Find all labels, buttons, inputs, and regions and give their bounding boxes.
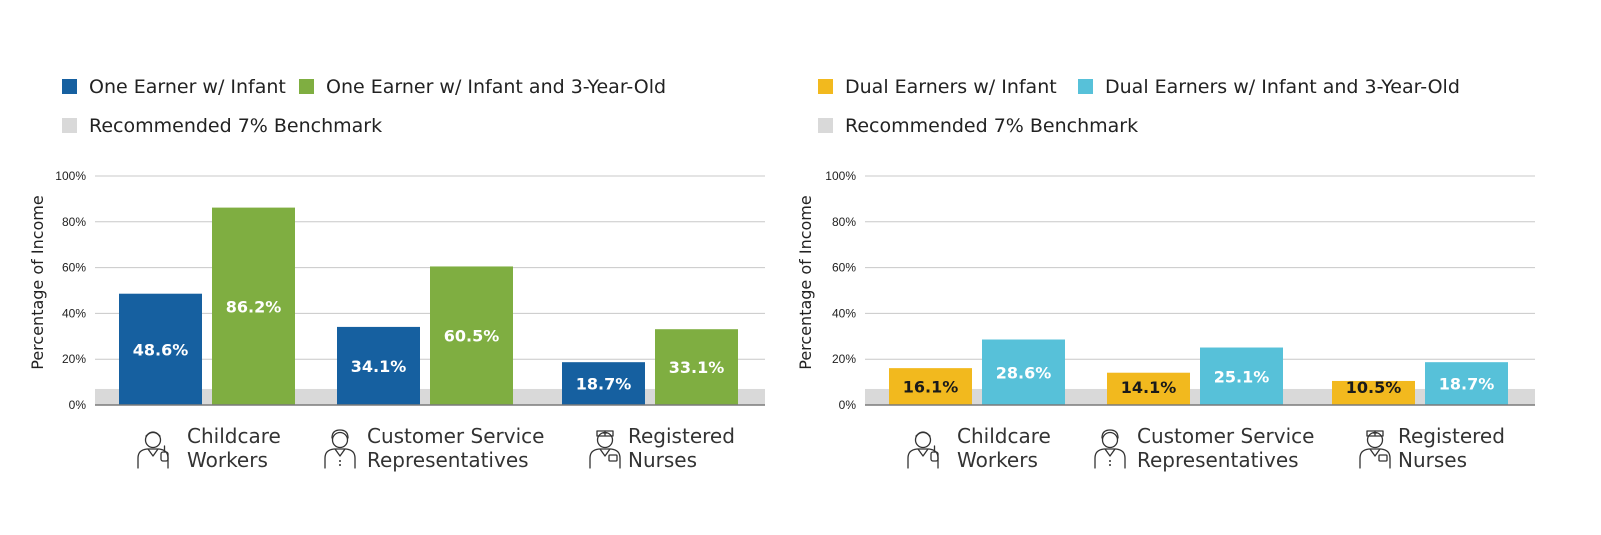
y-axis-title: Percentage of Income: [28, 195, 47, 369]
x-category-label: Childcare Workers: [957, 424, 1051, 472]
legend-swatch: [62, 118, 77, 133]
y-tick-label: 20%: [832, 352, 856, 366]
chart-panel-dual-earners: Dual Earners w/ Infant Dual Earners w/ In…: [796, 76, 1535, 472]
legend-item: One Earner w/ Infant: [62, 76, 286, 98]
legend-item: One Earner w/ Infant and 3-Year-Old: [299, 76, 666, 98]
childcare-worker-icon: [907, 431, 939, 469]
x-category-label-line: Customer Service: [1137, 424, 1314, 448]
x-category-label-line: Workers: [957, 448, 1038, 472]
y-tick-label: 60%: [62, 261, 86, 275]
legend: Dual Earners w/ Infant Dual Earners w/ In…: [818, 76, 1460, 137]
x-category-label-line: Representatives: [1137, 448, 1299, 472]
y-tick-label: 80%: [832, 215, 856, 229]
x-category-label-line: Registered: [1398, 424, 1505, 448]
y-tick-label: 100%: [825, 169, 856, 183]
y-tick-label: 0%: [839, 398, 857, 412]
bar: [212, 207, 295, 405]
bar-value-label: 28.6%: [996, 363, 1052, 382]
legend-label: Dual Earners w/ Infant and 3-Year-Old: [1105, 76, 1460, 98]
legend-label: Dual Earners w/ Infant: [845, 76, 1057, 98]
legend-item: Recommended 7% Benchmark: [818, 115, 1138, 137]
y-tick-label: 0%: [69, 398, 87, 412]
nurse-icon: [589, 430, 621, 469]
bar: [562, 362, 645, 405]
legend-swatch: [1078, 79, 1093, 94]
childcare-worker-icon: [137, 431, 169, 469]
legend-label: Recommended 7% Benchmark: [89, 115, 382, 137]
x-category-label-line: Childcare: [957, 424, 1051, 448]
nurse-icon: [1359, 430, 1391, 469]
x-category-label-line: Registered: [628, 424, 735, 448]
x-category-label-line: Customer Service: [367, 424, 544, 448]
x-category-label: Registered Nurses: [1398, 424, 1505, 472]
bar-value-label: 86.2%: [226, 297, 282, 316]
y-axis-title: Percentage of Income: [796, 195, 815, 369]
bar-value-label: 14.1%: [1121, 378, 1177, 397]
bar-value-label: 60.5%: [444, 327, 500, 346]
y-tick-label: 100%: [55, 169, 86, 183]
bar-value-label: 25.1%: [1214, 367, 1270, 386]
legend-item: Dual Earners w/ Infant and 3-Year-Old: [1078, 76, 1460, 98]
bar: [982, 339, 1065, 405]
bar-value-label: 16.1%: [903, 378, 959, 397]
bar: [1332, 380, 1415, 405]
legend-label: One Earner w/ Infant: [89, 76, 286, 98]
x-category-label-line: Nurses: [1398, 448, 1467, 472]
x-category-label: Customer Service Representatives: [367, 424, 544, 472]
bar: [1200, 347, 1283, 405]
chart-panel-one-earner: One Earner w/ Infant One Earner w/ Infant…: [28, 76, 765, 472]
customer-service-icon: [324, 429, 356, 469]
legend-item: Dual Earners w/ Infant: [818, 76, 1057, 98]
legend-label: Recommended 7% Benchmark: [845, 115, 1138, 137]
bar: [1425, 362, 1508, 405]
bar: [337, 326, 420, 405]
bar: [119, 293, 202, 405]
x-category-label-line: Nurses: [628, 448, 697, 472]
x-category-label: Customer Service Representatives: [1137, 424, 1314, 472]
x-category-label: Childcare Workers: [187, 424, 281, 472]
customer-service-icon: [1094, 429, 1126, 469]
bar: [889, 368, 972, 405]
bar-value-label: 18.7%: [1439, 375, 1495, 394]
bar: [655, 329, 738, 405]
y-tick-label: 80%: [62, 215, 86, 229]
legend-swatch: [62, 79, 77, 94]
bar: [430, 266, 513, 405]
bar-value-label: 18.7%: [576, 375, 632, 394]
bar-value-label: 10.5%: [1346, 378, 1402, 397]
bar-value-label: 34.1%: [351, 357, 407, 376]
x-category-label-line: Childcare: [187, 424, 281, 448]
legend-swatch: [818, 79, 833, 94]
bar-value-label: 33.1%: [669, 358, 725, 377]
bar: [1107, 372, 1190, 405]
y-tick-label: 60%: [832, 261, 856, 275]
legend-swatch: [299, 79, 314, 94]
legend-item: Recommended 7% Benchmark: [62, 115, 382, 137]
x-category-label: Registered Nurses: [628, 424, 735, 472]
y-tick-label: 40%: [62, 306, 86, 320]
y-tick-label: 20%: [62, 352, 86, 366]
y-tick-label: 40%: [832, 306, 856, 320]
x-category-label-line: Representatives: [367, 448, 529, 472]
bar-value-label: 48.6%: [133, 340, 189, 359]
x-category-label-line: Workers: [187, 448, 268, 472]
legend-swatch: [818, 118, 833, 133]
legend-label: One Earner w/ Infant and 3-Year-Old: [326, 76, 666, 98]
legend: One Earner w/ Infant One Earner w/ Infant…: [62, 76, 666, 137]
